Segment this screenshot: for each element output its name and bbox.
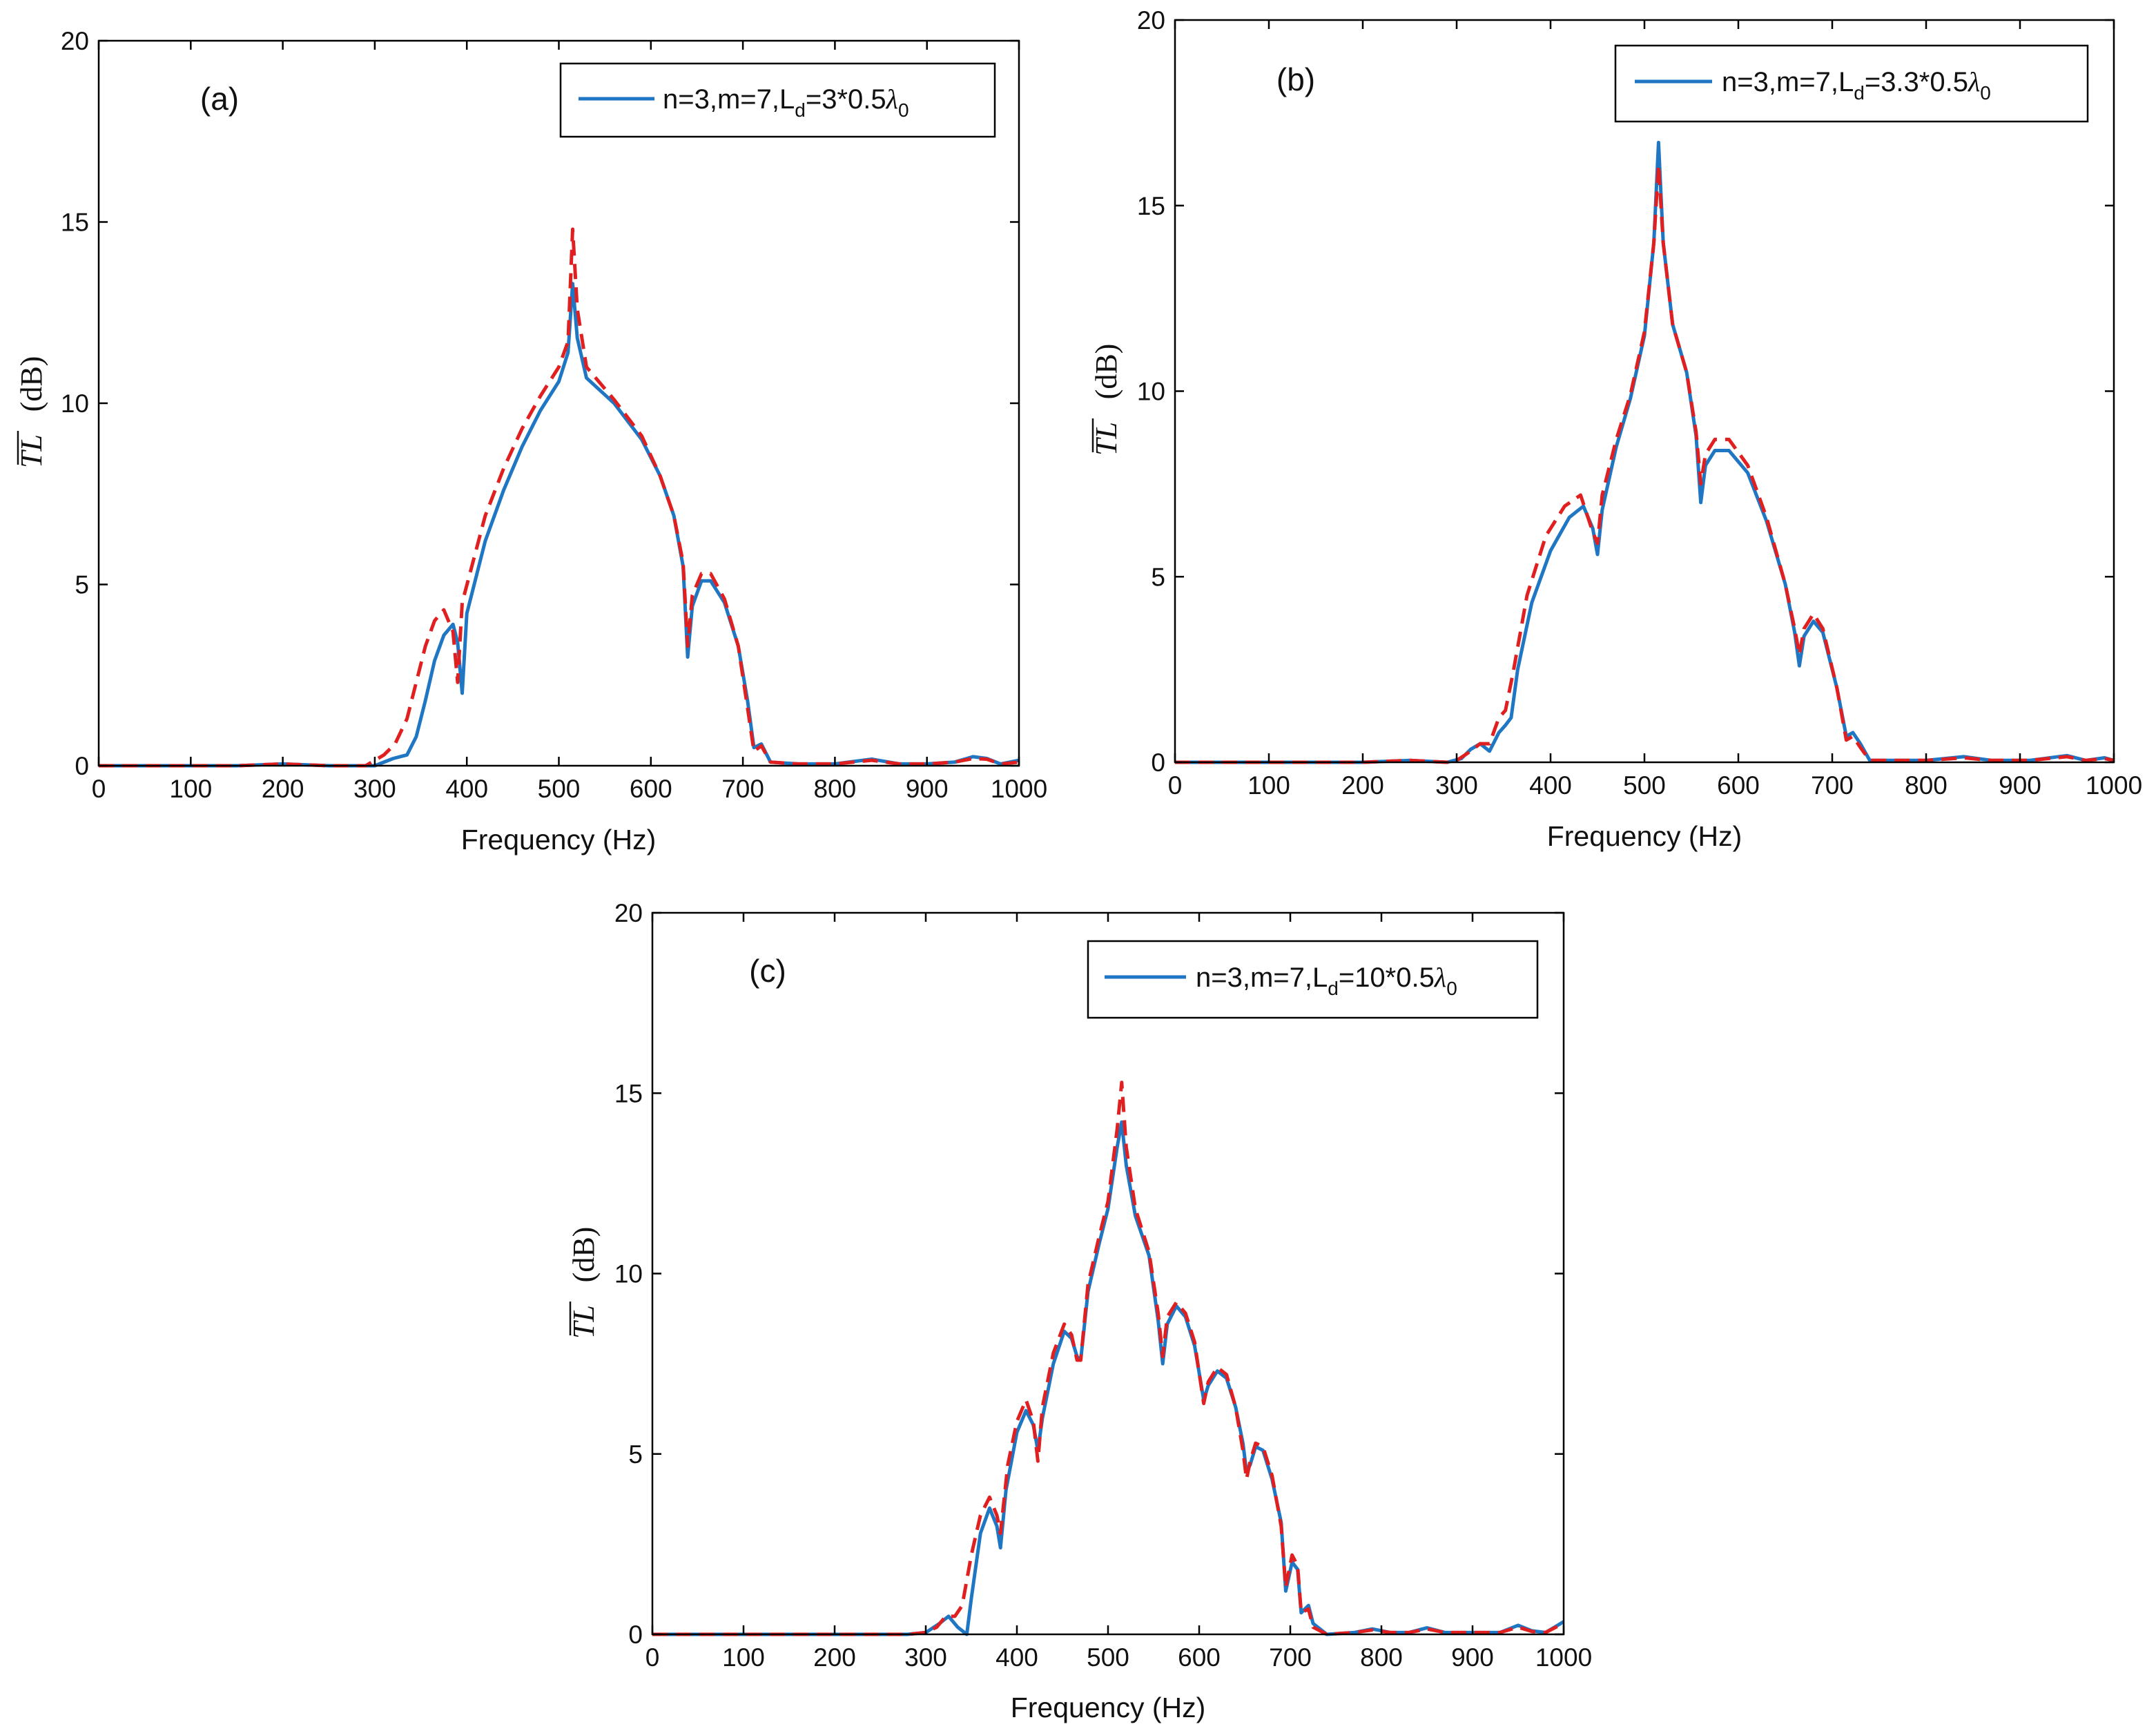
- y-tick-label: 15: [61, 209, 89, 237]
- x-tick-label: 500: [1623, 771, 1666, 800]
- tick-layer: 0 100 200 300 400 500 600 700 800 900 1000 0 5 10 15 20: [614, 899, 1592, 1672]
- y-tick-label: 0: [628, 1621, 643, 1649]
- legend-box: [1614, 44, 2089, 123]
- x-tick-label: 1000: [1535, 1643, 1592, 1672]
- x-tick-label: 600: [630, 775, 672, 803]
- x-tick-label: 900: [1451, 1643, 1494, 1672]
- svg-text:TL (dB): TL (dB): [14, 356, 48, 468]
- chart-panel-a: 0 100 200 300 400 500 600 700 800 900 1000 0 5 10 15 20…: [14, 27, 1047, 855]
- legend: n=3,m=7,Ld=3.3*0.5λ0: [1614, 44, 2089, 123]
- y-tick-label: 10: [1137, 378, 1165, 406]
- x-tick-label: 500: [1087, 1643, 1129, 1672]
- chart-panel-b: 0 100 200 300 400 500 600 700 800 900 1000 0 5 10 15 20…: [1089, 6, 2142, 852]
- legend-box: [1087, 940, 1539, 1019]
- x-tick-label: 100: [1247, 771, 1290, 800]
- series-line-reference: [99, 227, 1020, 768]
- series-line-reference: [652, 1081, 1565, 1636]
- x-axis-label: Frequency (Hz): [1547, 820, 1742, 852]
- x-tick-label: 100: [722, 1643, 765, 1672]
- legend-entry: n=3,m=7,Ld=3*0.5λ0: [663, 84, 909, 121]
- y-axis-label: TL (dB): [1089, 344, 1123, 456]
- series-line-reference: [1175, 163, 2115, 764]
- y-axis-label-math: TL: [1089, 422, 1123, 456]
- y-axis-label: TL (dB): [567, 1227, 601, 1339]
- legend-entry: n=3,m=7,Ld=3.3*0.5λ0: [1722, 66, 1991, 104]
- axes-frame: [97, 39, 1020, 767]
- y-tick-label: 10: [61, 389, 89, 418]
- y-axis-label-math: TL: [14, 434, 48, 468]
- y-tick-label: 0: [75, 752, 89, 780]
- x-tick-label: 700: [1269, 1643, 1312, 1672]
- x-tick-label: 600: [1717, 771, 1760, 800]
- x-tick-label: 0: [1168, 771, 1183, 800]
- series-layer: [652, 1081, 1565, 1636]
- x-tick-label: 700: [721, 775, 764, 803]
- x-tick-label: 800: [814, 775, 857, 803]
- y-axis-label-unit: (dB): [1089, 344, 1123, 400]
- plot-area-background: [1175, 20, 2114, 762]
- x-tick-label: 200: [262, 775, 304, 803]
- axes-frame: [1174, 19, 2115, 764]
- y-tick-label: 5: [628, 1440, 643, 1469]
- x-axis-label: Frequency (Hz): [1011, 1692, 1206, 1723]
- x-tick-label: 600: [1178, 1643, 1221, 1672]
- plot-area-background: [652, 913, 1564, 1634]
- x-tick-label: 400: [1529, 771, 1572, 800]
- x-tick-label: 900: [906, 775, 949, 803]
- y-tick-label: 15: [614, 1079, 643, 1108]
- legend: n=3,m=7,Ld=10*0.5λ0: [1087, 940, 1539, 1019]
- x-tick-label: 900: [1999, 771, 2041, 800]
- x-tick-label: 200: [813, 1643, 856, 1672]
- panel-label: (a): [200, 81, 239, 117]
- x-tick-label: 300: [1435, 771, 1478, 800]
- x-tick-label: 800: [1905, 771, 1948, 800]
- legend-box: [559, 62, 996, 138]
- y-tick-label: 20: [1137, 6, 1165, 35]
- x-tick-label: 1000: [2086, 771, 2142, 800]
- y-tick-label: 5: [75, 571, 89, 599]
- x-tick-label: 800: [1360, 1643, 1403, 1672]
- y-tick-label: 20: [614, 899, 643, 927]
- x-tick-label: 0: [92, 775, 106, 803]
- series-layer: [1175, 140, 2115, 764]
- x-tick-label: 100: [169, 775, 212, 803]
- y-tick-label: 0: [1151, 748, 1165, 777]
- svg-text:TL (dB): TL (dB): [567, 1227, 601, 1339]
- y-axis-label-unit: (dB): [567, 1227, 601, 1283]
- x-tick-label: 500: [538, 775, 581, 803]
- axes-frame: [651, 911, 1565, 1636]
- x-tick-label: 300: [353, 775, 396, 803]
- x-tick-label: 700: [1811, 771, 1854, 800]
- y-axis-label-math: TL: [567, 1305, 601, 1339]
- x-tick-label: 1000: [991, 775, 1047, 803]
- y-tick-label: 20: [61, 27, 89, 55]
- plot-area-background: [99, 41, 1019, 766]
- x-tick-label: 400: [445, 775, 488, 803]
- legend-entry: n=3,m=7,Ld=10*0.5λ0: [1196, 962, 1457, 999]
- y-tick-label: 10: [614, 1260, 643, 1288]
- panel-label: (b): [1276, 61, 1315, 97]
- x-tick-label: 0: [645, 1643, 660, 1672]
- tick-layer: 0 100 200 300 400 500 600 700 800 900 1000 0 5 10 15 20: [61, 27, 1047, 803]
- y-axis-label-unit: (dB): [14, 356, 48, 412]
- legend: n=3,m=7,Ld=3*0.5λ0: [559, 62, 996, 138]
- panel-label: (c): [749, 953, 786, 989]
- chart-panel-c: 0 100 200 300 400 500 600 700 800 900 1000 0 5 10 15 20…: [567, 899, 1592, 1723]
- x-axis-label: Frequency (Hz): [461, 824, 657, 855]
- y-axis-label: TL (dB): [14, 356, 48, 468]
- y-tick-label: 15: [1137, 192, 1165, 220]
- svg-text:TL (dB): TL (dB): [1089, 344, 1123, 456]
- x-tick-label: 200: [1341, 771, 1384, 800]
- y-tick-label: 5: [1151, 563, 1165, 591]
- x-tick-label: 300: [904, 1643, 947, 1672]
- x-tick-label: 400: [996, 1643, 1038, 1672]
